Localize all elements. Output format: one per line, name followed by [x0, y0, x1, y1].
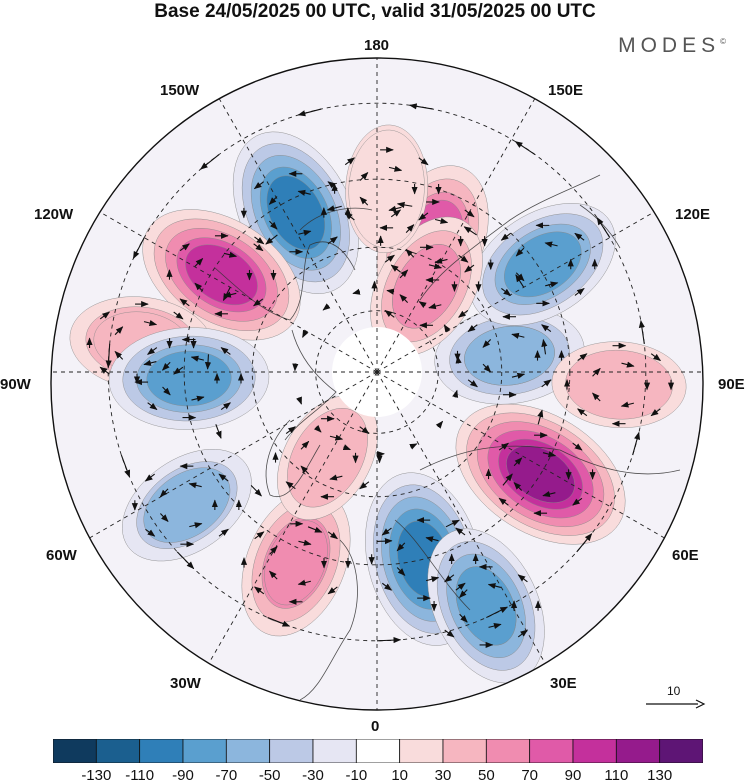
wind-arrow-223 — [377, 541, 392, 542]
colorbar-label-1: -110 — [125, 767, 154, 784]
lon-label-60w: 60W — [46, 547, 77, 564]
colorbar-swatch-2 — [140, 739, 183, 763]
colorbar-label-7: 10 — [391, 767, 408, 784]
colorbar — [53, 739, 703, 763]
colorbar-label-9: 50 — [478, 767, 495, 784]
colorbar-label-13: 130 — [647, 767, 672, 784]
colorbar-label-5: -30 — [302, 767, 324, 784]
colorbar-swatch-4 — [226, 739, 269, 763]
colorbar-label-12: 110 — [604, 767, 628, 784]
colorbar-label-3: -70 — [215, 767, 237, 784]
lon-label-90e: 90E — [718, 376, 745, 393]
lon-label-120e: 120E — [675, 206, 710, 223]
colorbar-swatch-9 — [443, 739, 486, 763]
colorbar-swatch-12 — [573, 739, 616, 763]
colorbar-label-6: -10 — [345, 767, 367, 784]
colorbar-swatch-5 — [270, 739, 313, 763]
colorbar-swatch-0 — [53, 739, 96, 763]
lon-label-180: 180 — [364, 37, 389, 54]
lon-label-150e: 150E — [548, 82, 583, 99]
colorbar-swatch-3 — [183, 739, 226, 763]
colorbar-swatch-14 — [660, 739, 703, 763]
colorbar-swatch-10 — [486, 739, 529, 763]
lon-label-30e: 30E — [550, 675, 577, 692]
colorbar-label-11: 90 — [565, 767, 582, 784]
colorbar-label-4: -50 — [259, 767, 281, 784]
lon-label-30w: 30W — [170, 675, 201, 692]
colorbar-label-8: 30 — [435, 767, 452, 784]
lon-label-0: 0 — [371, 718, 379, 735]
colorbar-swatch-6 — [313, 739, 356, 763]
colorbar-label-2: -90 — [172, 767, 194, 784]
colorbar-swatch-8 — [400, 739, 443, 763]
reference-vector-label: 10 — [667, 684, 680, 698]
graticule — [20, 15, 734, 729]
colorbar-label-10: 70 — [521, 767, 538, 784]
colorbar-swatch-13 — [616, 739, 659, 763]
colorbar-label-0: -130 — [81, 767, 111, 784]
colorbar-swatch-1 — [96, 739, 139, 763]
colorbar-swatch-11 — [530, 739, 573, 763]
lon-label-60e: 60E — [672, 547, 699, 564]
colorbar-swatch-7 — [356, 739, 399, 763]
lon-label-150w: 150W — [160, 82, 199, 99]
lon-label-120w: 120W — [34, 206, 73, 223]
lon-label-90w: 90W — [0, 376, 31, 393]
